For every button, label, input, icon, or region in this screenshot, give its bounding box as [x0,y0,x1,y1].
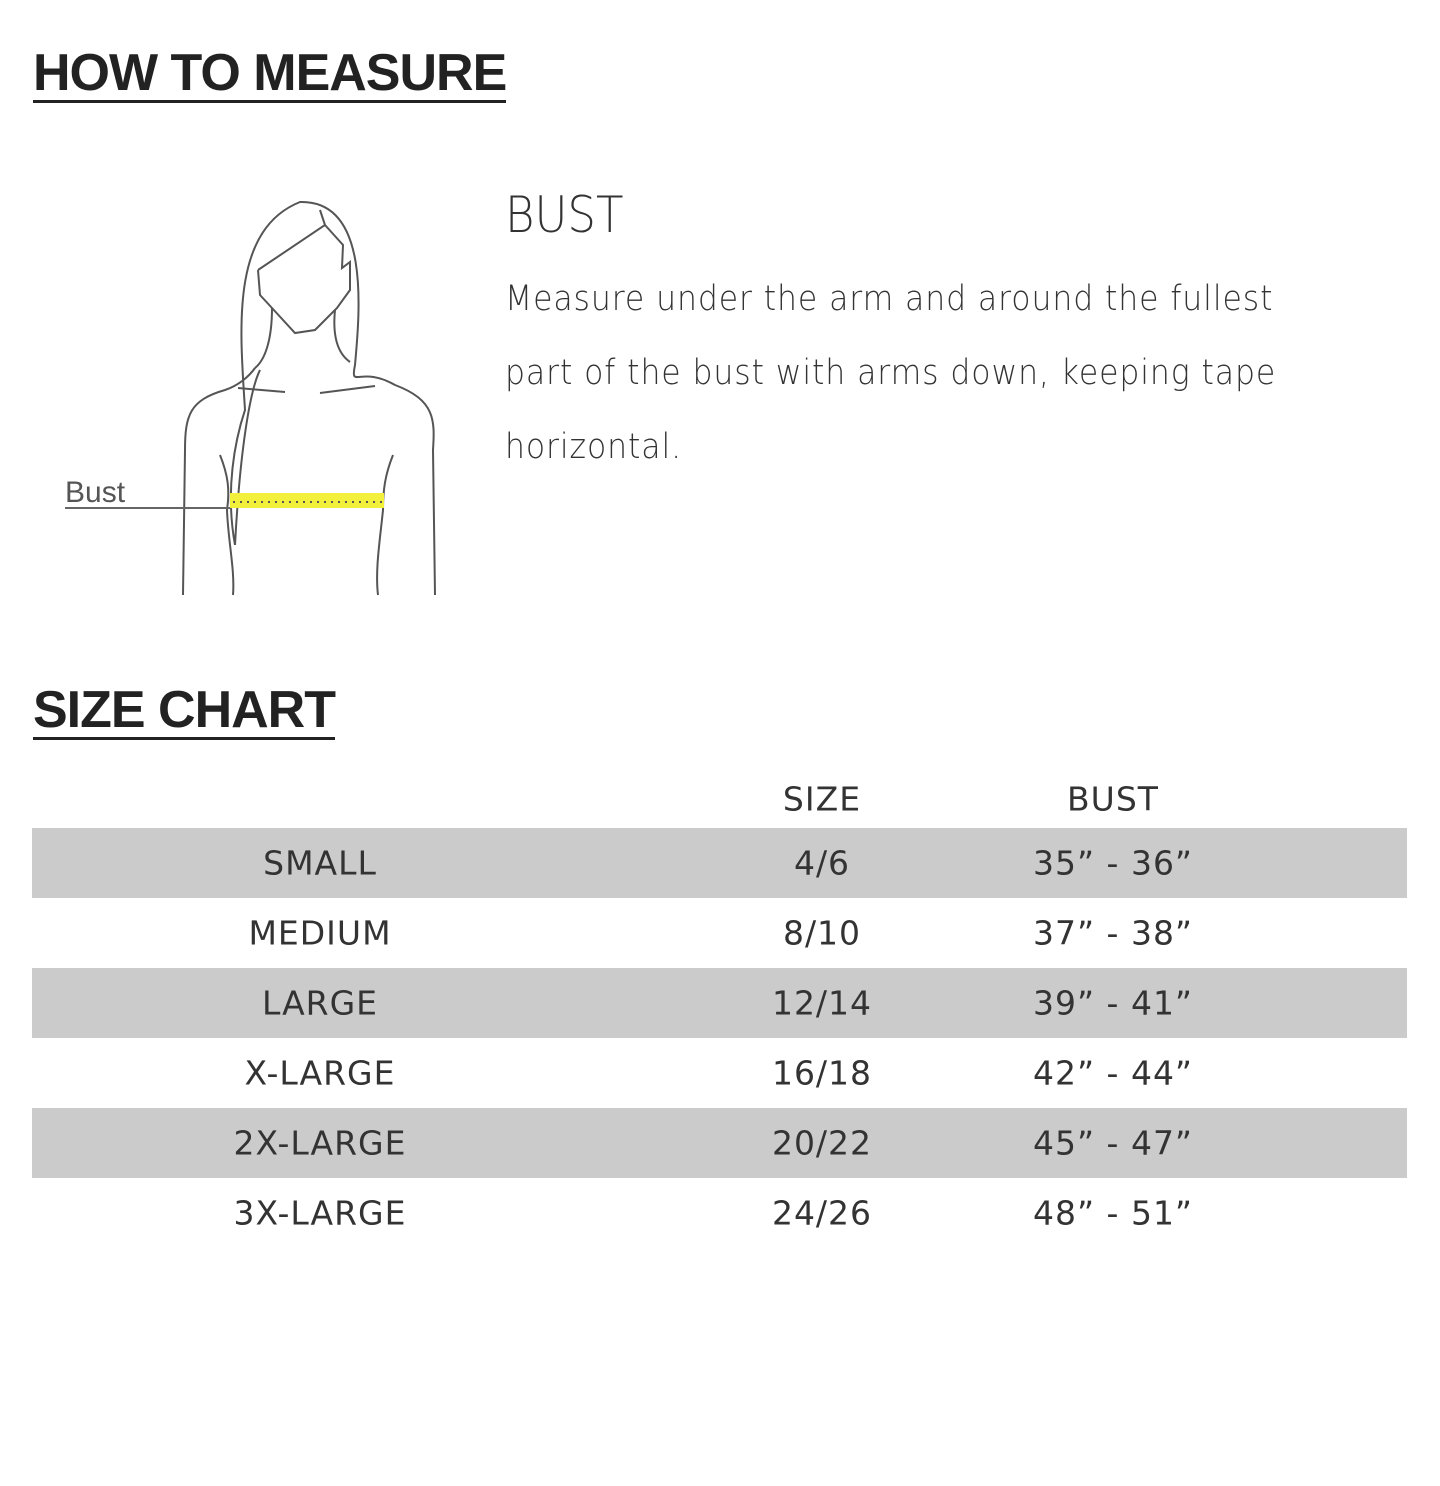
table-row: MEDIUM 8/10 37” - 38” [32,898,1407,968]
table-row: 2X-LARGE 20/22 45” - 47” [32,1108,1407,1178]
bust-description: Measure under the arm and around the ful… [505,279,1277,467]
cell-label: SMALL [263,843,377,883]
cell-label: X-LARGE [244,1053,396,1093]
cell-size: 4/6 [793,843,851,883]
table-row: LARGE 12/14 39” - 41” [32,968,1407,1038]
table-header: SIZE BUST [32,770,1407,828]
cell-label: 3X-LARGE [233,1193,407,1233]
cell-bust: 48” - 51” [1032,1193,1194,1233]
cell-label: LARGE [261,983,379,1023]
header-size: SIZE [782,779,862,819]
measuring-tape [230,493,384,508]
cell-size: 12/14 [771,983,873,1023]
cell-size: 24/26 [771,1193,873,1233]
cell-label: 2X-LARGE [233,1123,407,1163]
bust-label: Bust [65,476,126,509]
cell-bust: 39” - 41” [1032,983,1194,1023]
size-chart-heading: SIZE CHART [33,681,336,740]
bust-section-title: BUST [505,186,624,244]
cell-size: 16/18 [771,1053,873,1093]
how-to-measure-heading: HOW TO MEASURE [33,44,507,103]
cell-label: MEDIUM [248,913,392,953]
cell-bust: 37” - 38” [1032,913,1194,953]
size-chart-table: SIZE BUST SMALL 4/6 35” - 36” MEDIUM 8/10 37”… [32,770,1407,1248]
cell-size: 20/22 [771,1123,873,1163]
table-row: SMALL 4/6 35” - 36” [32,828,1407,898]
cell-bust: 42” - 44” [1032,1053,1194,1093]
cell-size: 8/10 [782,913,862,953]
table-row: 3X-LARGE 24/26 48” - 51” [32,1178,1407,1248]
header-bust: BUST [1067,779,1159,819]
bust-measurement-illustration: Bust [65,200,436,596]
cell-bust: 35” - 36” [1032,843,1194,883]
table-row: X-LARGE 16/18 42” - 44” [32,1038,1407,1108]
cell-bust: 45” - 47” [1032,1123,1194,1163]
